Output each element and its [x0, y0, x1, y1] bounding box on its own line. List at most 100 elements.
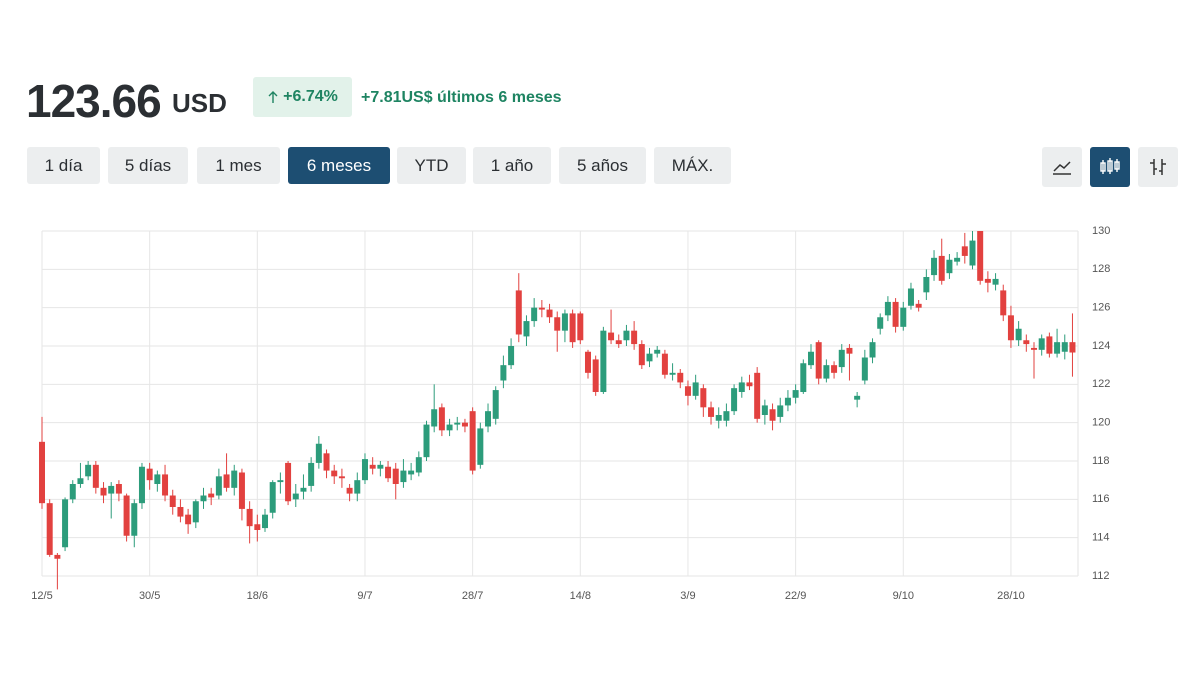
candle-body	[1007, 315, 1014, 341]
candle-body	[369, 464, 376, 469]
line-chart-button[interactable]	[1042, 147, 1082, 187]
candle-body	[338, 476, 345, 479]
candle-body	[392, 468, 399, 484]
candle-body	[269, 482, 276, 513]
candle-body	[677, 372, 684, 383]
candle-body	[238, 472, 245, 509]
chart: 112 114 116 118 120 122 124 126 128 130 12/5 30/5 18…	[31, 225, 1110, 602]
candle-body	[554, 317, 561, 331]
up-arrow-icon	[268, 91, 278, 103]
candle-body	[738, 382, 745, 392]
candle-body	[977, 231, 984, 281]
price: 123.66	[26, 75, 162, 127]
candle-body	[361, 459, 368, 481]
candle-body	[584, 351, 591, 373]
candle-body	[431, 409, 438, 427]
candle-body	[646, 353, 653, 362]
candle-body	[831, 365, 838, 373]
candle-body	[492, 390, 499, 419]
candle-body	[377, 464, 384, 469]
range-button[interactable]: MÁX.	[654, 147, 731, 184]
candle-body	[723, 411, 730, 421]
candle-body	[154, 474, 161, 484]
range-button[interactable]: 6 meses	[288, 147, 390, 184]
candle-body	[292, 493, 299, 500]
candle-body	[62, 499, 69, 548]
change-badge: +6.74%	[253, 77, 352, 117]
candle-body	[961, 246, 968, 256]
candle-body	[223, 474, 230, 488]
candle-body	[346, 487, 353, 494]
candle-body	[592, 359, 599, 392]
candle-body	[1038, 338, 1045, 350]
candle-body	[69, 484, 76, 500]
candle-body	[792, 390, 799, 398]
candle-body	[446, 424, 453, 431]
candle-body	[869, 342, 876, 358]
candle-body	[1046, 336, 1053, 354]
candle-body	[1054, 342, 1061, 354]
candle-body	[877, 317, 884, 329]
y-tick-label: 120	[1092, 417, 1110, 429]
candle-body	[569, 313, 576, 343]
candle-body	[308, 462, 315, 486]
candle-body	[684, 386, 691, 396]
candle-body	[54, 554, 61, 559]
candle-body	[1061, 342, 1068, 352]
candle-body	[854, 395, 861, 400]
range-button[interactable]: 1 día	[27, 147, 100, 184]
candle-body	[1069, 342, 1076, 353]
candle-body	[892, 301, 899, 327]
candle-body	[169, 495, 176, 507]
candle-body	[39, 441, 45, 504]
candle-body	[900, 307, 907, 327]
range-button[interactable]: YTD	[397, 147, 466, 184]
candle-body	[500, 365, 507, 381]
candle-body	[423, 424, 430, 458]
candle-body	[162, 474, 169, 496]
candle-body	[115, 484, 122, 494]
range-button[interactable]: 1 mes	[197, 147, 280, 184]
candle-body	[108, 485, 115, 494]
ohlc-chart-button[interactable]	[1138, 147, 1178, 187]
candle-body	[192, 501, 199, 523]
y-tick-label: 116	[1092, 493, 1110, 505]
candle-body	[823, 365, 830, 379]
candle-body	[138, 466, 145, 504]
candle-body	[1023, 340, 1030, 345]
candle-body	[861, 357, 868, 381]
candle-body	[469, 411, 476, 471]
candle-body	[85, 464, 92, 477]
candle-body	[546, 309, 553, 318]
candle-body	[784, 397, 791, 406]
candle-body	[46, 503, 53, 555]
candle-body	[508, 346, 515, 366]
candle-body	[300, 487, 307, 492]
range-button[interactable]: 1 año	[473, 147, 551, 184]
y-tick-label: 126	[1092, 302, 1110, 314]
candle-body	[669, 372, 676, 375]
candle-body	[100, 487, 107, 496]
change-text: +7.81US$ últimos 6 meses	[361, 89, 562, 106]
x-tick-label: 18/6	[247, 590, 268, 602]
range-button[interactable]: 5 años	[559, 147, 646, 184]
candle-body	[846, 347, 853, 354]
candle-body	[523, 321, 530, 337]
candle-body	[915, 303, 922, 308]
x-tick-label: 22/9	[785, 590, 806, 602]
candle-body	[315, 443, 322, 463]
x-tick-label: 3/9	[680, 590, 695, 602]
range-button[interactable]: 5 días	[108, 147, 188, 184]
candle-chart-button[interactable]	[1090, 147, 1130, 187]
x-tick-label: 28/10	[997, 590, 1025, 602]
candle-body	[400, 470, 407, 483]
candle-body	[408, 470, 415, 475]
candle-body	[531, 307, 538, 322]
candle-body	[808, 351, 814, 366]
y-tick-label: 128	[1092, 263, 1110, 275]
candle-body	[654, 349, 661, 354]
y-tick-label: 130	[1092, 225, 1110, 237]
candle-body	[631, 330, 638, 345]
candle-body	[454, 422, 461, 425]
candle-body	[708, 407, 715, 417]
